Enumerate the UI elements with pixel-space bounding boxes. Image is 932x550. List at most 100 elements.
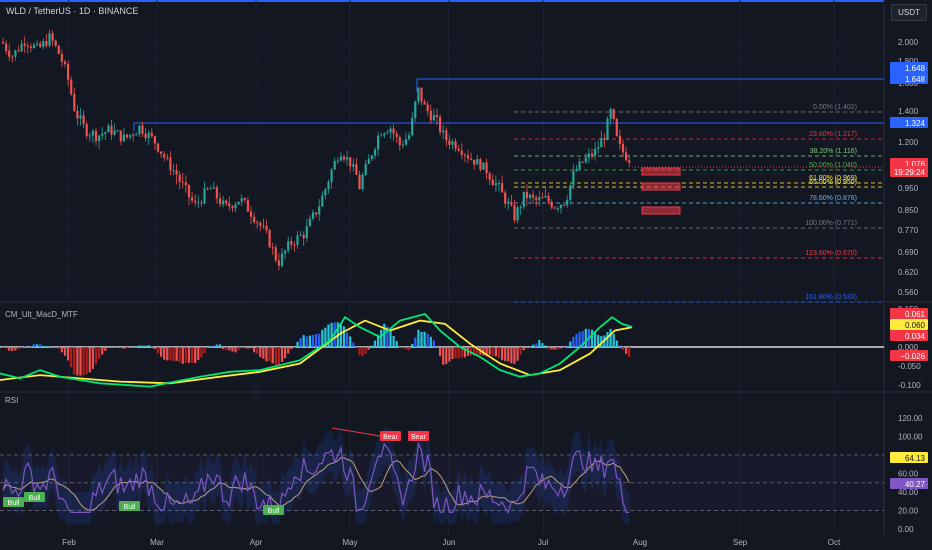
macd-histogram-bar (423, 331, 426, 347)
macd-histogram-bar (88, 347, 91, 373)
candle-body (618, 135, 621, 144)
candle-body (522, 191, 525, 207)
candle-body (101, 133, 104, 136)
rsi-bull-signal: Bull (263, 505, 284, 515)
candle-body (73, 93, 76, 111)
macd-histogram-bar (39, 344, 42, 347)
candle-body (404, 139, 408, 145)
candle-body (507, 201, 510, 204)
rsi-bull-signal: Bull (24, 492, 45, 502)
macd-histogram-bar (163, 347, 166, 360)
candle-body (172, 170, 175, 172)
macd-histogram-bar (104, 347, 107, 351)
macd-histogram-bar (600, 336, 603, 347)
candle-body (346, 157, 349, 160)
candle-body (54, 40, 57, 46)
candle-body (147, 132, 150, 139)
candle-body (528, 194, 532, 199)
candle-body (420, 87, 423, 102)
macd-histogram-bar (32, 344, 36, 347)
fib-level-label: 0.00% (1.402) (813, 104, 857, 111)
candle-body (575, 169, 578, 171)
price-axis-tick: 0.620 (898, 268, 919, 277)
macd-histogram-bar (160, 347, 163, 357)
candle-body (414, 101, 417, 118)
candle-body (268, 230, 271, 248)
candle-body (612, 109, 615, 120)
macd-histogram-bar (302, 335, 305, 347)
rsi-indicator-label[interactable]: RSI (5, 396, 19, 405)
candle-body (476, 159, 479, 165)
rsi-axis-tick: 60.00 (898, 470, 919, 479)
candle-body (85, 124, 88, 137)
rsi-axis-tick: 100.00 (898, 433, 923, 442)
macd-histogram-bar (485, 347, 488, 357)
macd-histogram-bar (516, 347, 519, 361)
macd-histogram-bar (330, 322, 333, 347)
macd-histogram-bar (414, 337, 417, 347)
candle-body (76, 110, 79, 119)
candle-body (327, 182, 330, 190)
supply-zone-box (641, 167, 681, 176)
candle-body (370, 155, 373, 159)
macd-histogram-bar (609, 328, 612, 347)
candle-body (516, 207, 519, 221)
histogram-value-tag: 0.034 (890, 330, 928, 341)
macd-histogram-bar (156, 347, 160, 354)
price-axis-tick: 2.000 (898, 38, 919, 47)
candle-body (380, 135, 383, 137)
candle-body (318, 206, 321, 215)
macd-histogram-bar (70, 347, 73, 368)
candle-body (535, 197, 538, 201)
candle-body (225, 200, 228, 204)
fib-level-label: 50.00% (1.040) (809, 162, 857, 169)
macd-histogram-bar (460, 347, 463, 358)
candle-body (305, 226, 308, 239)
rsi-axis-tick: 40.00 (898, 488, 919, 497)
macd-histogram-bar (60, 347, 63, 353)
candle-body (290, 241, 293, 245)
macd-indicator-label[interactable]: CM_Ult_MacD_MTF (5, 310, 78, 319)
svg-text:1.648: 1.648 (905, 64, 926, 73)
macd-histogram-bar (454, 347, 457, 359)
candle-body (187, 185, 191, 198)
candle-body (132, 134, 135, 136)
macd-histogram-bar (358, 347, 361, 356)
candle-body (253, 216, 256, 223)
macd-histogram-bar (271, 347, 274, 364)
macd-histogram-bar (82, 347, 85, 376)
macd-histogram-bar (23, 346, 26, 347)
macd-histogram-bar (132, 347, 135, 348)
candle-body (70, 79, 73, 94)
candle-body (525, 191, 528, 199)
candle-body (423, 101, 426, 105)
macd-histogram-bar (497, 347, 501, 359)
currency-selector[interactable]: USDT (891, 4, 927, 21)
svg-text:1.648: 1.648 (905, 75, 926, 84)
price-axis-tick: 1.400 (898, 107, 919, 116)
countdown-tag: 19:29:24 (890, 166, 928, 177)
rsi-bull-signal: Bull (3, 497, 24, 507)
candle-body (538, 197, 541, 201)
macd-histogram-bar (377, 334, 380, 347)
macd-histogram-bar (404, 347, 408, 350)
candle-body (494, 183, 497, 186)
macd-histogram-bar (352, 342, 355, 347)
price-tag: 1.648 (890, 73, 928, 84)
macd-histogram-bar (11, 347, 14, 352)
candle-body (240, 198, 243, 202)
candle-body (135, 133, 138, 136)
candle-body (45, 41, 48, 46)
svg-text:19:29:24: 19:29:24 (894, 168, 926, 177)
macd-histogram-bar (578, 331, 581, 347)
candle-body (448, 140, 451, 145)
macd-histogram-bar (342, 326, 346, 347)
candle-body (349, 157, 352, 167)
symbol-title[interactable]: WLD / TetherUS · 1D · BINANCE (6, 6, 139, 16)
macd-histogram-bar (420, 331, 423, 347)
candle-body (572, 170, 575, 186)
macd-histogram-bar (42, 346, 45, 347)
candle-body (116, 130, 119, 132)
candle-body (104, 132, 107, 134)
